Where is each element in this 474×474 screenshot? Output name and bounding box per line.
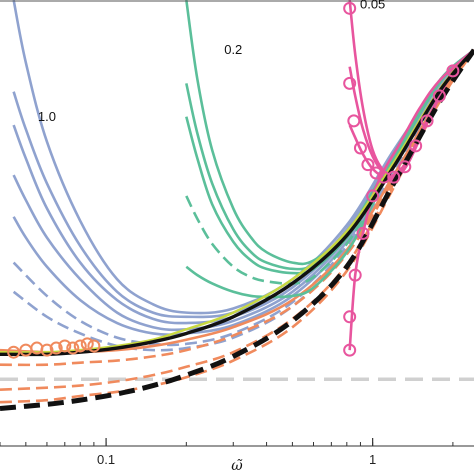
series-20-point-2 (347, 114, 361, 128)
series-6-line (12, 49, 474, 352)
series-20-point-1 (343, 76, 357, 90)
x-axis-ticks: 0.1 1 (0, 438, 454, 467)
series-20-point-9 (409, 139, 423, 153)
series-11-point-6 (66, 341, 80, 355)
series-20-point-10 (420, 114, 434, 128)
series-11-point-7 (73, 339, 87, 353)
x-tick-label-0: 0.1 (97, 452, 115, 467)
series-21-point-2 (348, 268, 362, 282)
series-20-point-3 (353, 141, 367, 155)
series-20-point-7 (387, 170, 401, 184)
annotation-0: 1.0 (38, 109, 56, 124)
series-8-line (0, 49, 474, 367)
series-11-point-4 (49, 341, 63, 355)
series-20-point-12 (446, 64, 460, 78)
series-20-point-0 (343, 1, 357, 15)
series-0-line (12, 0, 474, 315)
series-21-point-1 (343, 310, 357, 324)
marker-layer (7, 1, 460, 359)
series-20-point-4 (361, 158, 375, 172)
series-11-point-9 (87, 339, 101, 353)
series-21-point-3 (356, 226, 370, 240)
series-16-line (185, 49, 474, 299)
series-5-line (12, 49, 474, 347)
series-20-markers (343, 1, 460, 184)
series-20-point-11 (432, 89, 446, 103)
series-11-point-0 (7, 345, 21, 359)
x-axis-label: ω̃ (231, 458, 243, 474)
series-23-line (0, 49, 474, 354)
series-11-point-5 (58, 339, 72, 353)
series-11-point-8 (80, 337, 94, 351)
annotation-2: 0.05 (360, 0, 385, 11)
series-21-markers (343, 189, 380, 357)
series-21-point-0 (343, 343, 357, 357)
series-11-point-3 (40, 343, 54, 357)
series-21-point-4 (366, 189, 380, 203)
annotation-1: 0.2 (224, 42, 242, 57)
annotation-layer: 1.0 0.2 0.05 (38, 0, 385, 124)
series-11-markers (7, 337, 101, 359)
series-20-point-8 (398, 160, 412, 174)
x-tick-label-1: 1 (369, 452, 376, 467)
series-25-line (0, 48, 474, 411)
